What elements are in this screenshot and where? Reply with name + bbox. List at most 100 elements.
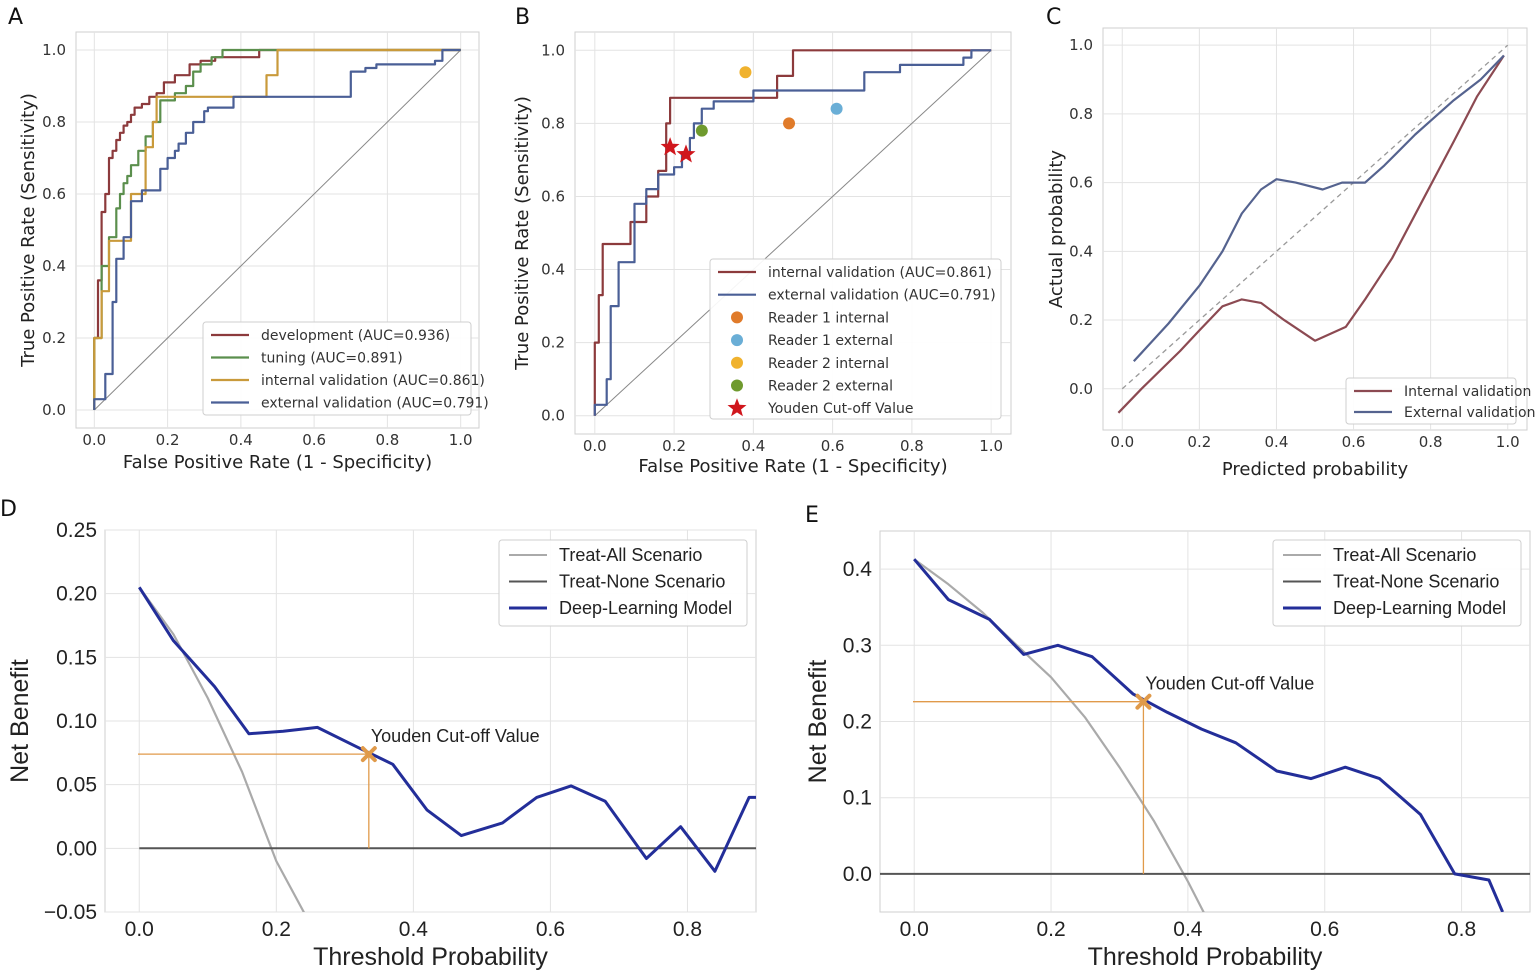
legend-box [1272, 539, 1522, 627]
legend-swatch-dot [731, 356, 743, 369]
legend: internal validation (AUC=0.861) external … [709, 258, 1002, 420]
panel-letter: A [8, 5, 23, 30]
x-tick-label: 0.2 [262, 918, 291, 941]
series-line-internal-validation-auc-0-861 [593, 49, 992, 416]
y-tick-label: 0.15 [56, 646, 97, 669]
series-line-external-validation [1132, 54, 1505, 363]
legend-label: Deep-Learning Model [559, 598, 732, 618]
y-axis-label: Net Benefit [6, 659, 34, 783]
reference-diagonal [594, 49, 992, 417]
y-tick-label: 0.25 [56, 519, 97, 542]
series-line-treat-all-scenario [138, 586, 306, 912]
legend-box [709, 258, 1002, 420]
x-tick-label: 0.0 [125, 918, 154, 941]
plot-content [1117, 44, 1509, 414]
y-axis-label: True Positive Rate (Sensitivity) [512, 96, 533, 371]
y-tick-label: 0.1 [843, 787, 872, 810]
legend-swatch-dot [731, 334, 743, 347]
panel-D: D 0.0 0.2 0.4 0.6 0.8 −0.05 0.00 0.05 0.10 0.15 0.2… [0, 497, 757, 971]
legend-swatch-dot [731, 311, 743, 324]
panel-letter: C [1046, 5, 1061, 30]
x-tick-label: 0.4 [741, 437, 765, 455]
y-tick-label: 0.4 [843, 558, 873, 581]
x-tick-label: 0.2 [1187, 433, 1211, 451]
x-tick-label: 0.8 [673, 918, 702, 941]
y-tick-label: 0.2 [541, 334, 565, 352]
y-tick-label: 1.0 [541, 41, 565, 59]
legend-label: Treat-All Scenario [1333, 545, 1476, 565]
x-tick-label: 0.8 [1419, 433, 1443, 451]
y-tick-label: 0.4 [1069, 242, 1093, 260]
x-tick-label: 0.2 [156, 431, 180, 449]
y-tick-label: 0.05 [56, 774, 97, 797]
x-tick-label: 0.8 [1447, 918, 1476, 941]
x-axis-label: Predicted probability [1222, 459, 1409, 480]
panel-E: E0.0 0.2 0.4 0.6 0.80.00.10.20.30.4Threshold… [804, 503, 1531, 971]
youden-marker [360, 746, 377, 763]
x-tick-label: 0.6 [1310, 918, 1339, 941]
x-tick-label: 0.4 [229, 431, 253, 449]
y-tick-label: 0.00 [56, 837, 97, 860]
legend-label: Treat-All Scenario [559, 545, 702, 565]
panel-letter: B [515, 5, 530, 30]
legend-label: internal validation (AUC=0.861) [768, 265, 992, 281]
legend-label: external validation (AUC=0.791) [768, 288, 996, 304]
x-tick-label: 1.0 [449, 431, 473, 449]
legend-label: development (AUC=0.936) [261, 328, 450, 344]
legend: Treat-All Scenario Treat-None Scenario Dee… [498, 539, 748, 627]
y-tick-label: −0.05 [44, 901, 97, 924]
plot-content [138, 586, 756, 912]
y-tick-label: 0.8 [541, 114, 565, 132]
y-tick-label: 0.3 [843, 634, 872, 657]
legend-box [202, 321, 472, 416]
legend-label: external validation (AUC=0.791) [261, 396, 489, 412]
x-tick-label: 0.6 [302, 431, 326, 449]
x-tick-label: 0.6 [1342, 433, 1366, 451]
panel-C: C 0.0 0.2 0.4 0.6 0.8 1.0 0.0 0.2 0.4 0.6 0.8 1.0 Pre… [1046, 5, 1535, 480]
y-tick-label: 0.20 [56, 583, 97, 606]
panel-A: A 0.0 0.2 0.4 0.6 0.8 1.0 0.0 0.2 0.4 0.6 0.8 1.0 Fal… [8, 5, 489, 473]
x-tick-label: 1.0 [979, 437, 1003, 455]
x-tick-label: 0.4 [399, 918, 429, 941]
plot-content [93, 48, 462, 411]
y-tick-label: 0.2 [42, 329, 66, 347]
y-tick-label: 1.0 [42, 41, 66, 59]
x-tick-label: 0.8 [375, 431, 399, 449]
legend-label: Treat-None Scenario [559, 572, 725, 592]
reader-point [830, 102, 843, 115]
x-tick-label: 0.4 [1173, 918, 1203, 941]
y-tick-label: 0.0 [1069, 380, 1093, 398]
y-tick-label: 0.8 [42, 113, 66, 131]
youden-star [660, 137, 680, 156]
y-tick-label: 0.2 [843, 711, 872, 734]
legend-label: Reader 2 external [768, 379, 893, 395]
x-axis-label: Threshold Probability [1088, 943, 1323, 971]
reader-point [739, 66, 752, 79]
x-tick-label: 0.6 [821, 437, 845, 455]
y-tick-label: 0.8 [1069, 105, 1093, 123]
youden-annotation-label: Youden Cut-off Value [1145, 674, 1314, 694]
x-tick-label: 0.0 [1110, 433, 1134, 451]
y-tick-label: 0.2 [1069, 311, 1093, 329]
x-tick-label: 1.0 [1496, 433, 1520, 451]
legend-swatch-dot [731, 379, 743, 392]
plot-area [1102, 27, 1528, 431]
x-tick-label: 0.8 [900, 437, 924, 455]
legend-label: Treat-None Scenario [1333, 572, 1499, 592]
x-tick-label: 0.0 [82, 431, 106, 449]
panel-B: B 0.0 0.2 0.4 0.6 0.8 1.0 0.0 0.2 0.4 0.6 0.8 1.0 Fal… [512, 5, 1012, 477]
plot-content [593, 49, 992, 417]
y-axis-label: True Positive Rate (Sensitivity) [18, 93, 39, 368]
x-tick-label: 0.0 [900, 918, 929, 941]
legend-box [498, 539, 748, 627]
reference-diagonal [93, 49, 462, 411]
legend-swatch-star [727, 398, 747, 417]
x-tick-label: 0.2 [1036, 918, 1065, 941]
x-axis-label: False Positive Rate (1 - Specificity) [123, 452, 432, 473]
y-tick-label: 0.6 [541, 187, 565, 205]
series-line-deep-learning-model [138, 586, 756, 873]
legend-label: Reader 2 internal [768, 356, 889, 372]
x-axis-label: Threshold Probability [313, 943, 548, 971]
y-tick-label: 0.4 [541, 261, 565, 279]
